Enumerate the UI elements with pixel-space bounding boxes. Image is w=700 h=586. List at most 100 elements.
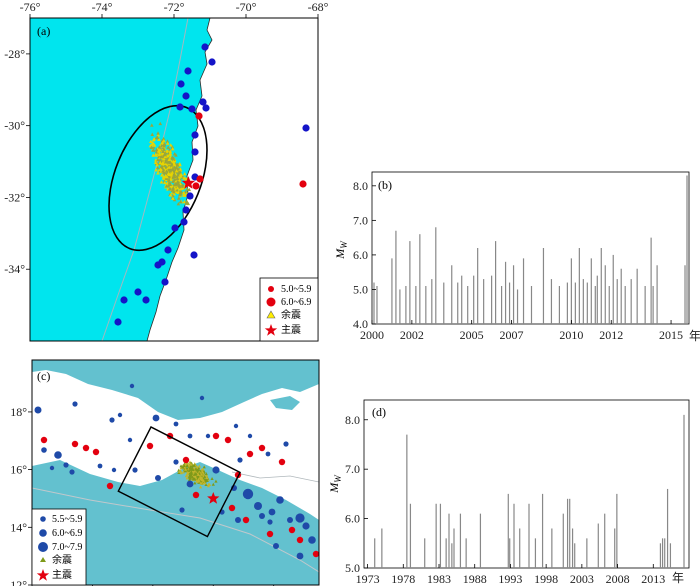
event-marker <box>190 251 198 259</box>
x-tick-label: 2007 <box>500 328 524 342</box>
x-tick-label: 1998 <box>534 572 558 586</box>
x-tick-label: 2005 <box>460 328 484 342</box>
y-tick-label: 5.0 <box>353 282 368 296</box>
y-tick-label: 7.0 <box>353 213 368 227</box>
event-marker <box>283 441 289 447</box>
aftershock-marker <box>155 135 160 140</box>
aftershock-marker <box>160 161 165 165</box>
aftershock-marker <box>187 467 191 471</box>
legend-a: 5.0~5.9 6.0~6.9 余震 主震 <box>259 277 319 342</box>
aftershock-marker <box>164 184 169 188</box>
aftershock-marker <box>171 187 175 192</box>
aftershock-marker <box>169 156 174 160</box>
x-tick-label: -74° <box>92 0 113 14</box>
aftershock-marker <box>206 484 210 488</box>
event-marker <box>154 261 162 269</box>
x-tick-label: 2010 <box>559 328 583 342</box>
aftershock-marker <box>184 467 188 471</box>
aftershock-marker <box>178 190 183 194</box>
event-marker <box>237 457 243 463</box>
y-axis-label-b: MW <box>333 240 349 260</box>
panel-label-d: (d) <box>372 405 386 419</box>
event-marker <box>208 58 216 66</box>
aftershock-marker <box>210 477 214 481</box>
event-marker <box>176 103 184 111</box>
aftershock-marker <box>170 146 175 151</box>
event-marker <box>302 124 310 132</box>
aftershock-marker <box>151 148 155 152</box>
event-marker <box>195 112 203 120</box>
regional-events <box>114 43 310 326</box>
event-marker <box>127 437 133 443</box>
event-marker <box>146 442 154 450</box>
aftershock-marker <box>151 145 156 149</box>
x-tick-label: 2015 <box>659 328 683 342</box>
aftershock-marker <box>154 150 159 154</box>
event-marker <box>106 482 114 490</box>
aftershock-marker <box>193 481 197 485</box>
aftershock-marker <box>205 473 209 477</box>
chart-d: (d) 5.0 6.0 7.0 8.0 1973 1978 1983 1988 1993 199… <box>327 399 690 586</box>
aftershock-marker <box>167 165 171 169</box>
aftershock-marker <box>172 151 177 156</box>
x-tick-label: 1983 <box>427 572 451 586</box>
aftershock-marker <box>193 474 197 478</box>
y-tick-label: 16° <box>10 463 27 477</box>
aftershock-marker <box>175 163 180 167</box>
aftershock-marker <box>168 149 173 153</box>
aftershock-marker <box>182 172 187 176</box>
aftershock-marker <box>154 167 158 172</box>
x-tick-label: 2002 <box>400 328 424 342</box>
aftershock-marker <box>170 145 175 149</box>
aftershock-marker <box>187 468 191 472</box>
aftershock-marker <box>156 157 160 162</box>
event-marker <box>199 395 205 401</box>
aftershock-marker <box>156 131 160 135</box>
aftershock-marker <box>189 467 193 471</box>
event-marker <box>192 182 200 190</box>
event-marker <box>161 278 169 286</box>
aftershock-marker <box>166 145 171 149</box>
aftershock-marker <box>170 170 174 174</box>
aftershock-marker <box>171 196 175 200</box>
event-marker <box>287 517 293 523</box>
event-marker <box>186 480 194 488</box>
aftershock-marker <box>170 162 174 166</box>
aftershock-marker <box>179 464 183 468</box>
aftershock-marker <box>156 171 160 175</box>
event-marker <box>114 318 122 326</box>
legend-label: 5.0~5.9 <box>281 284 311 295</box>
legend-label: 5.5~5.9 <box>52 514 82 525</box>
aftershock-marker <box>161 136 166 141</box>
aftershock-marker <box>177 196 181 200</box>
event-marker <box>246 450 254 458</box>
event-marker <box>267 519 273 525</box>
event-marker <box>164 246 172 254</box>
aftershock-marker <box>153 160 158 164</box>
aftershock-marker <box>182 463 186 467</box>
aftershock-marker <box>185 464 189 468</box>
aftershock-marker <box>171 189 176 194</box>
y-tick-label: 8.0 <box>345 413 360 427</box>
aftershock-marker <box>158 167 163 171</box>
aftershock-marker <box>164 159 168 164</box>
event-marker <box>177 80 185 88</box>
aftershock-marker <box>150 141 155 145</box>
aftershock-marker <box>188 474 192 478</box>
event-marker <box>233 423 239 429</box>
event-marker <box>191 131 199 139</box>
aftershock-marker <box>177 192 182 197</box>
event-marker <box>152 414 160 422</box>
aftershock-marker <box>174 168 179 173</box>
legend-red-star-icon <box>36 569 50 581</box>
y-tick-label: 8.0 <box>353 179 368 193</box>
event-marker <box>268 508 276 516</box>
aftershock-marker <box>157 137 161 141</box>
aftershock-marker <box>183 189 188 194</box>
x-tick-label: 2000 <box>360 328 384 342</box>
map-mexico: (c) -100°-98°-96°-94°-92° 18°16°14°12° 5… <box>10 359 320 586</box>
x-tick-label: -72° <box>164 0 185 14</box>
event-marker <box>212 466 220 474</box>
aftershock-marker <box>198 469 202 473</box>
aftershock-marker <box>181 465 185 469</box>
